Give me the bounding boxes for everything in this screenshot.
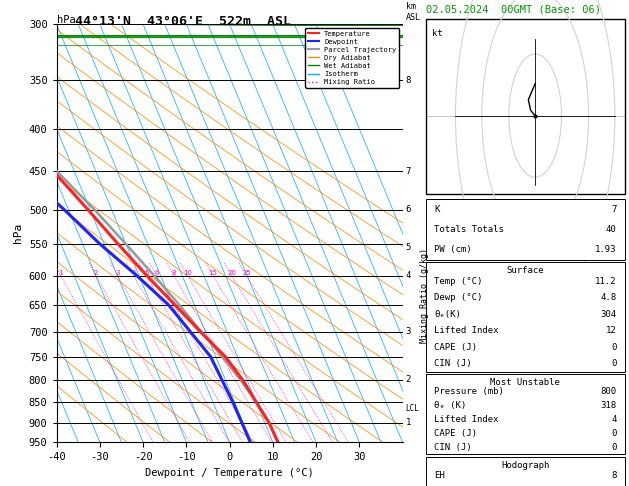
Text: Most Unstable: Most Unstable [490, 378, 560, 387]
Text: θₑ(K): θₑ(K) [434, 310, 461, 319]
Text: 8: 8 [611, 471, 616, 481]
Bar [426, 457, 625, 486]
Text: 5: 5 [144, 270, 148, 276]
Legend: Temperature, Dewpoint, Parcel Trajectory, Dry Adiabat, Wet Adiabat, Isotherm, Mi: Temperature, Dewpoint, Parcel Trajectory… [305, 28, 399, 88]
Text: Lifted Index: Lifted Index [434, 415, 498, 424]
Text: K: K [434, 205, 439, 214]
Text: CAPE (J): CAPE (J) [434, 429, 477, 438]
Bar [426, 199, 625, 260]
Text: 7: 7 [611, 205, 616, 214]
Text: 800: 800 [601, 387, 616, 397]
Text: 11.2: 11.2 [595, 277, 616, 286]
Text: kt: kt [431, 29, 443, 38]
Text: Pressure (mb): Pressure (mb) [434, 387, 504, 397]
Text: Hodograph: Hodograph [501, 461, 549, 470]
Text: 0: 0 [611, 429, 616, 438]
Text: 40: 40 [606, 225, 616, 234]
Text: 4: 4 [131, 270, 136, 276]
Text: EH: EH [434, 471, 445, 481]
Text: 10: 10 [183, 270, 192, 276]
Text: 6: 6 [155, 270, 159, 276]
Text: LCL: LCL [406, 404, 420, 413]
Text: 4: 4 [611, 415, 616, 424]
Text: 0: 0 [611, 343, 616, 352]
Text: Totals Totals: Totals Totals [434, 225, 504, 234]
Text: 3: 3 [115, 270, 120, 276]
Text: hPa: hPa [57, 15, 75, 25]
Text: 8: 8 [406, 76, 411, 85]
Text: 20: 20 [227, 270, 236, 276]
Text: 2: 2 [406, 376, 411, 384]
Text: 8: 8 [172, 270, 176, 276]
Bar [426, 262, 625, 372]
Text: 4.8: 4.8 [601, 293, 616, 302]
Text: 15: 15 [209, 270, 218, 276]
Text: 3: 3 [406, 327, 411, 336]
Text: 6: 6 [406, 205, 411, 214]
Text: Lifted Index: Lifted Index [434, 326, 498, 335]
Text: CAPE (J): CAPE (J) [434, 343, 477, 352]
Text: 4: 4 [406, 271, 411, 280]
Text: 5: 5 [406, 243, 411, 252]
Text: 304: 304 [601, 310, 616, 319]
Text: 7: 7 [406, 167, 411, 176]
X-axis label: Dewpoint / Temperature (°C): Dewpoint / Temperature (°C) [145, 468, 314, 478]
Text: 1: 1 [58, 270, 63, 276]
Text: 44°13'N  43°06'E  522m  ASL: 44°13'N 43°06'E 522m ASL [75, 15, 291, 28]
Text: 12: 12 [606, 326, 616, 335]
Text: 0: 0 [611, 443, 616, 452]
Text: 0: 0 [611, 359, 616, 368]
Text: 318: 318 [601, 401, 616, 410]
Text: θₑ (K): θₑ (K) [434, 401, 466, 410]
Bar [426, 19, 625, 194]
Text: 2: 2 [94, 270, 98, 276]
Text: Mixing Ratio (g/kg): Mixing Ratio (g/kg) [420, 248, 429, 344]
Text: PW (cm): PW (cm) [434, 245, 472, 254]
Text: Surface: Surface [506, 266, 544, 276]
Text: CIN (J): CIN (J) [434, 443, 472, 452]
Text: Dewp (°C): Dewp (°C) [434, 293, 482, 302]
Text: 25: 25 [242, 270, 251, 276]
Text: Temp (°C): Temp (°C) [434, 277, 482, 286]
Text: CIN (J): CIN (J) [434, 359, 472, 368]
Text: 1: 1 [406, 418, 411, 427]
Y-axis label: hPa: hPa [13, 223, 23, 243]
Text: 1.93: 1.93 [595, 245, 616, 254]
Text: 02.05.2024  00GMT (Base: 06): 02.05.2024 00GMT (Base: 06) [426, 5, 601, 15]
Bar [426, 374, 625, 454]
Text: km
ASL: km ASL [406, 2, 421, 22]
